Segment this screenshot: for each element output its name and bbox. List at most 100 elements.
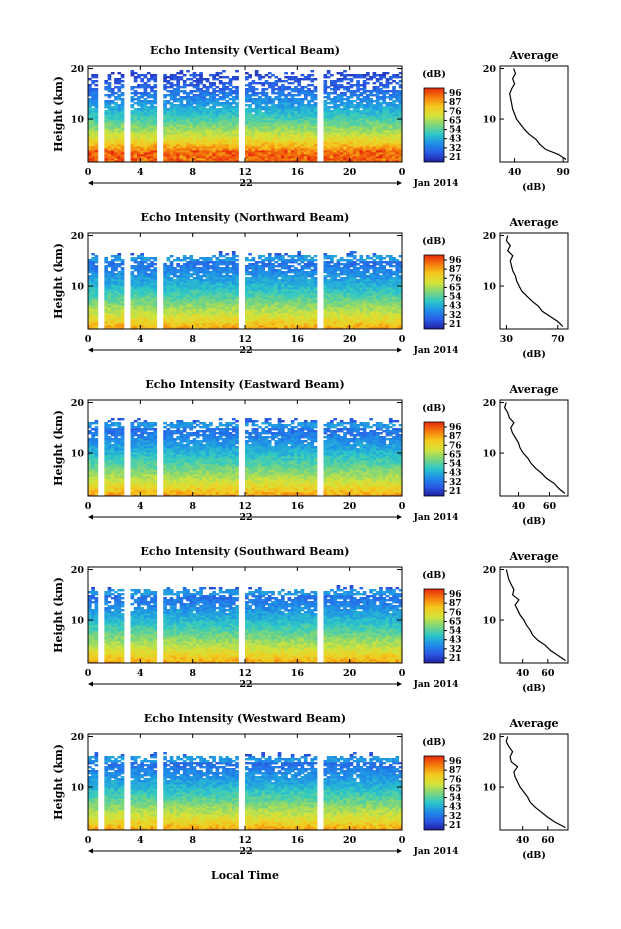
day-label: 22 (239, 512, 252, 523)
x-tick-label: 8 (189, 835, 196, 846)
avg-y-tick-label: 20 (483, 732, 497, 743)
avg-y-tick-label: 10 (483, 783, 497, 794)
day-arrow-right (397, 515, 402, 520)
avg-x-axis-label: (dB) (522, 182, 546, 193)
x-tick-label: 0 (399, 835, 406, 846)
panel-title: Echo Intensity (Eastward Beam) (145, 378, 344, 391)
date-label: Jan 2014 (413, 847, 459, 857)
avg-x-tick-label: 70 (551, 334, 565, 345)
avg-y-tick-label: 20 (483, 231, 497, 242)
heatmap (88, 585, 402, 663)
x-tick-label: 16 (291, 501, 305, 512)
day-arrow-left (88, 515, 93, 520)
x-tick-label: 8 (189, 668, 196, 679)
x-tick-label: 8 (189, 167, 196, 178)
y-axis-label: Height (km) (52, 76, 65, 152)
day-arrow-left (88, 682, 93, 687)
average-profile-line (506, 570, 565, 661)
panel-title: Echo Intensity (Northward Beam) (141, 211, 350, 224)
day-arrow-right (397, 348, 402, 353)
panel-4: Echo Intensity (Southward Beam)0 4 8 12 16 20… (52, 545, 568, 694)
average-frame (500, 66, 568, 162)
y-tick-label: 10 (71, 282, 85, 293)
x-tick-label: 20 (343, 501, 357, 512)
y-tick-label: 10 (71, 449, 85, 460)
colorbar-tick-label: 21 (449, 487, 462, 497)
y-axis-label: Height (km) (52, 577, 65, 653)
y-tick-label: 20 (71, 231, 85, 242)
avg-y-tick-label: 20 (483, 64, 497, 75)
average-title: Average (508, 383, 558, 396)
day-arrow-right (397, 181, 402, 186)
average-profile-line (510, 69, 566, 160)
panel-2: Echo Intensity (Northward Beam)0 4 8 12 16 20… (52, 211, 568, 360)
avg-x-tick-label: 30 (500, 334, 514, 345)
avg-x-tick-label: 40 (512, 501, 526, 512)
average-title: Average (508, 216, 558, 229)
avg-y-tick-label: 10 (483, 115, 497, 126)
x-tick-label: 8 (189, 334, 196, 345)
x-tick-label: 0 (399, 501, 406, 512)
average-title: Average (508, 717, 558, 730)
y-tick-label: 20 (71, 732, 85, 743)
x-tick-label: 4 (137, 334, 144, 345)
avg-x-tick-label: 90 (557, 167, 571, 178)
avg-x-axis-label: (dB) (522, 850, 546, 861)
x-tick-label: 4 (137, 501, 144, 512)
panel-3: Echo Intensity (Eastward Beam) 0 4 8 12 16 20 0… (52, 378, 568, 527)
x-tick-label: 0 (85, 167, 92, 178)
colorbar-tick-label: 21 (449, 153, 462, 163)
avg-x-tick-label: 60 (543, 501, 557, 512)
x-tick-label: 12 (238, 835, 251, 846)
x-tick-label: 8 (189, 501, 196, 512)
average-frame (500, 400, 568, 496)
avg-x-tick-label: 40 (508, 167, 522, 178)
x-tick-label: 4 (137, 835, 144, 846)
avg-y-tick-label: 20 (483, 398, 497, 409)
x-tick-label: 12 (238, 501, 251, 512)
date-label: Jan 2014 (413, 346, 459, 356)
avg-x-tick-label: 60 (541, 835, 555, 846)
heatmap (88, 70, 402, 162)
day-arrow-right (397, 682, 402, 687)
colorbar-unit: (dB) (422, 570, 446, 581)
colorbar-tick-label: 21 (449, 320, 462, 330)
average-profile-line (506, 737, 565, 828)
colorbar-unit: (dB) (422, 69, 446, 80)
y-tick-label: 20 (71, 565, 85, 576)
date-label: Jan 2014 (413, 513, 459, 523)
x-tick-label: 16 (291, 167, 305, 178)
average-title: Average (508, 550, 558, 563)
x-tick-label: 16 (291, 835, 305, 846)
average-profile-line (506, 236, 563, 327)
x-tick-label: 20 (343, 668, 357, 679)
day-label: 22 (239, 846, 252, 857)
average-frame (500, 233, 568, 329)
x-tick-label: 0 (85, 501, 92, 512)
day-arrow-right (397, 849, 402, 854)
panel-1: Echo Intensity (Vertical Beam)0 4 8 12 16 20 0… (52, 44, 570, 193)
y-axis-label: Height (km) (52, 410, 65, 486)
figure-canvas: Echo Intensity (Vertical Beam)0 4 8 12 16 20 0… (0, 0, 621, 929)
colorbar-tick-label: 21 (449, 654, 462, 664)
y-tick-label: 10 (71, 115, 85, 126)
avg-x-tick-label: 40 (516, 668, 530, 679)
day-label: 22 (239, 679, 252, 690)
colorbar (424, 756, 444, 830)
colorbar-tick-label: 21 (449, 821, 462, 831)
x-tick-label: 0 (399, 167, 406, 178)
avg-y-tick-label: 10 (483, 282, 497, 293)
colorbar (424, 255, 444, 329)
avg-x-axis-label: (dB) (522, 349, 546, 360)
average-profile-line (505, 403, 565, 494)
avg-x-tick-label: 60 (541, 668, 555, 679)
day-arrow-left (88, 181, 93, 186)
x-tick-label: 4 (137, 167, 144, 178)
y-axis-label: Height (km) (52, 243, 65, 319)
x-tick-label: 0 (399, 668, 406, 679)
colorbar-unit: (dB) (422, 403, 446, 414)
avg-x-tick-label: 40 (516, 835, 530, 846)
x-tick-label: 16 (291, 334, 305, 345)
x-tick-label: 20 (343, 334, 357, 345)
avg-y-tick-label: 20 (483, 565, 497, 576)
